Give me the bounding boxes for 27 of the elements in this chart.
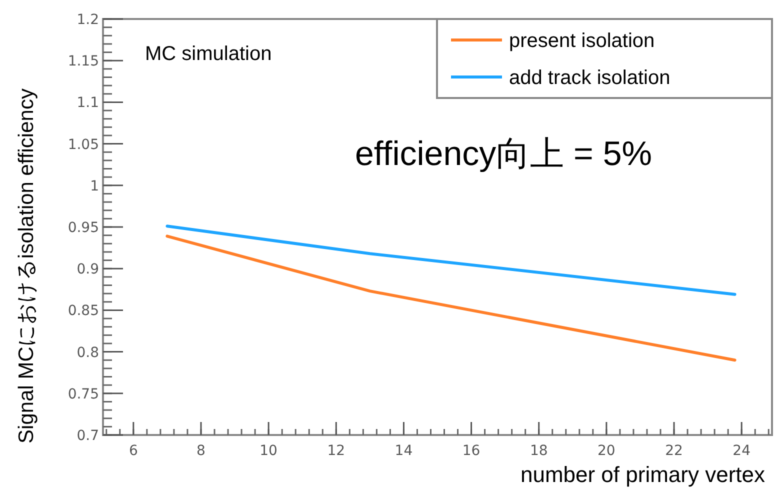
y-tick-label: 1.1 [76,95,99,112]
y-tick-label: 0.95 [68,220,99,236]
y-tick-label: 1 [90,178,99,194]
y-tick-label: 0.75 [68,386,99,402]
y-tick-label: 1.05 [68,136,99,153]
x-tick-label: 14 [394,443,413,459]
y-tick-label: 1.2 [76,12,99,28]
x-tick-label: 8 [196,443,206,459]
x-tick-label: 16 [462,443,480,459]
y-tick-label: 1.15 [68,54,99,70]
x-tick-label: 24 [732,443,751,459]
x-tick-label: 12 [327,443,346,459]
y-tick-label: 0.8 [76,344,99,361]
x-tick-label: 20 [598,443,616,459]
y-axis-title: Signal MCにおけるisolation efficiency [15,88,38,444]
x-tick-label: 18 [530,443,548,459]
x-axis-title: number of primary vertex [520,462,765,487]
annotation: MC simulation [145,43,272,65]
x-tick-label: 6 [128,443,138,459]
y-tick-label: 0.9 [76,262,99,278]
x-tick-label: 10 [260,443,278,459]
y-tick-label: 0.7 [76,428,99,444]
legend-label: present isolation [509,30,655,52]
legend-label: add track isolation [509,67,670,89]
annotation: efficiency向上 = 5% [355,135,652,173]
y-tick-label: 0.85 [68,303,99,320]
x-tick-label: 22 [665,443,683,459]
